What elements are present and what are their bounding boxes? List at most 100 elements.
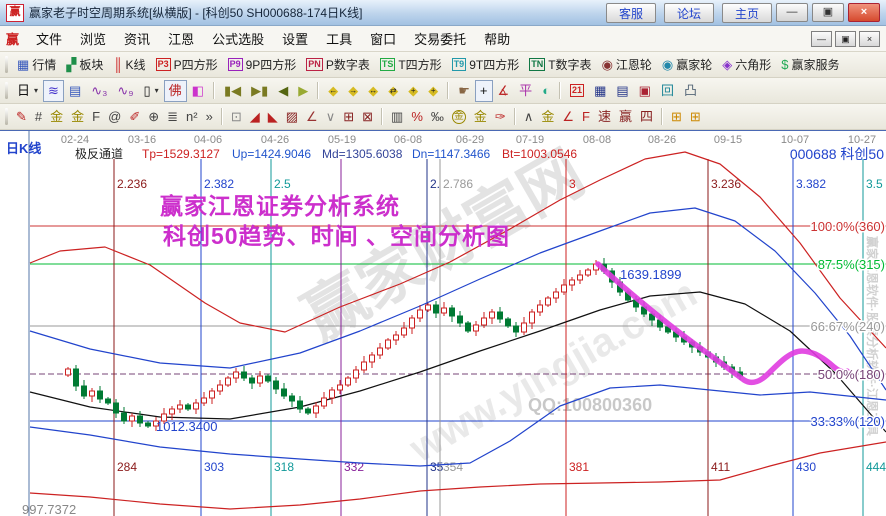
shift-both-icon[interactable]: ◆ ↔ bbox=[363, 80, 383, 102]
cycle-tool-icon[interactable]: ◐ bbox=[537, 80, 555, 102]
draw-spiral[interactable]: @ bbox=[104, 106, 125, 128]
draw-zigzag[interactable]: ∨ bbox=[322, 106, 340, 128]
header-button-2[interactable]: 主页 bbox=[722, 2, 772, 23]
export-icon[interactable]: 回 bbox=[656, 80, 679, 102]
draw-hatch[interactable]: ≣ bbox=[163, 106, 182, 128]
tool-9p-square[interactable]: P9 9P四方形 bbox=[223, 54, 302, 76]
volume-ladder-icon[interactable]: ◧ bbox=[187, 80, 209, 102]
menu-item-交易委托[interactable]: 交易委托 bbox=[414, 32, 467, 47]
tool-sectors[interactable]: ▞ 板块 bbox=[61, 54, 108, 76]
tool-p-square[interactable]: P3 P四方形 bbox=[151, 54, 223, 76]
calendar-icon[interactable]: 21 bbox=[565, 80, 589, 102]
draw-fan-grid[interactable]: ▨ bbox=[282, 106, 302, 128]
draw-pencil[interactable]: ✎ bbox=[12, 106, 31, 128]
gann-master-icon[interactable]: 佛 bbox=[163, 79, 187, 102]
hand-tool-icon[interactable]: ☛ bbox=[453, 80, 475, 102]
draw-gold-grid-2[interactable]: 金 bbox=[67, 106, 88, 128]
draw-a-wave[interactable]: ∧ bbox=[520, 106, 538, 128]
shift-left-icon[interactable]: ◆ ← bbox=[323, 80, 343, 102]
draw-box[interactable]: ⊡ bbox=[227, 106, 246, 128]
draw-gold-circle[interactable]: 金 bbox=[448, 106, 470, 128]
shift-right-icon[interactable]: ◆ → bbox=[343, 80, 363, 102]
tool-hexagon[interactable]: ◈ 六角形 bbox=[717, 54, 776, 76]
menu-item-江恩[interactable]: 江恩 bbox=[168, 32, 195, 47]
toolbar-separator bbox=[317, 82, 320, 99]
draw-percent[interactable]: % bbox=[407, 106, 427, 128]
header-button-0[interactable]: 客服 bbox=[606, 2, 656, 23]
menu-item-资讯[interactable]: 资讯 bbox=[124, 32, 151, 47]
move-all-icon[interactable]: ◆ + bbox=[423, 80, 443, 102]
draw-gold-angle[interactable]: 金 bbox=[537, 106, 558, 128]
draw-permille[interactable]: ‰ bbox=[427, 106, 448, 128]
draw-fibo-lines[interactable]: F bbox=[88, 106, 104, 128]
candle-body bbox=[449, 307, 455, 317]
channel-info-5: Bt=1003.0546 bbox=[502, 147, 577, 161]
minimize-button[interactable]: — bbox=[776, 3, 808, 22]
angle-measure-icon[interactable]: ∡ bbox=[493, 80, 515, 102]
tool-gann-wheel[interactable]: ◉ 江恩轮 bbox=[597, 54, 657, 76]
close-button[interactable]: × bbox=[848, 3, 880, 22]
draw-n2[interactable]: n² bbox=[182, 106, 202, 128]
wave9-icon[interactable]: ∿₉ bbox=[112, 80, 138, 102]
tool-p-table[interactable]: PN P数字表 bbox=[301, 54, 375, 76]
calculator-icon[interactable]: ▦ bbox=[589, 80, 611, 102]
prev-bar-icon[interactable]: ◀ bbox=[273, 80, 293, 102]
draw-gold-grid-1[interactable]: 金 bbox=[46, 106, 67, 128]
print-icon[interactable]: 凸 bbox=[679, 80, 702, 102]
draw-pen2[interactable]: ✑ bbox=[491, 106, 510, 128]
menu-item-帮助[interactable]: 帮助 bbox=[484, 32, 511, 47]
tool-9t-square[interactable]: T9 9T四方形 bbox=[447, 54, 525, 76]
tool-kline[interactable]: ║ K线 bbox=[108, 54, 150, 76]
mdi-close-button[interactable]: × bbox=[859, 30, 880, 47]
period-daily-dropdown[interactable]: 日 ▾ bbox=[12, 80, 43, 102]
draw-more[interactable]: » bbox=[202, 106, 217, 128]
crosshair-tool-icon[interactable]: + bbox=[474, 79, 493, 102]
draw-price-table[interactable]: ▥ bbox=[387, 106, 407, 128]
menu-item-设置[interactable]: 设置 bbox=[282, 32, 309, 47]
last-bar-icon[interactable]: ▶▮ bbox=[246, 80, 273, 102]
compress-icon[interactable]: ◆ ⇄ bbox=[383, 80, 403, 102]
tool-t-table[interactable]: TN T数字表 bbox=[524, 54, 596, 76]
menu-item-文件[interactable]: 文件 bbox=[36, 32, 63, 47]
info-list-icon[interactable]: ▤ bbox=[64, 80, 86, 102]
zigzag-wave-icon[interactable]: ≋ bbox=[43, 79, 64, 102]
draw-f-angle[interactable]: F bbox=[578, 106, 594, 128]
draw-fan-1[interactable]: ◢ bbox=[246, 106, 264, 128]
tool-winner-wheel[interactable]: ◉ 赢家轮 bbox=[657, 54, 717, 76]
memo-icon[interactable]: ▤ bbox=[611, 80, 633, 102]
draw-grid-gold-1[interactable]: ⊞ bbox=[667, 106, 686, 128]
draw-fan-2[interactable]: ◣ bbox=[264, 106, 282, 128]
candle-body bbox=[177, 404, 183, 410]
gann-percent-icon[interactable]: 平 bbox=[514, 80, 537, 102]
draw-grid-a[interactable]: ⊞ bbox=[339, 106, 358, 128]
tool-winner-service[interactable]: $ 赢家服务 bbox=[776, 54, 844, 76]
draw-angle-fan[interactable]: ∠ bbox=[302, 106, 322, 128]
wave3-icon[interactable]: ∿₃ bbox=[86, 80, 112, 102]
draw-j-angle[interactable]: ∠ bbox=[558, 106, 578, 128]
draw-circle-cycle[interactable]: ⊕ bbox=[144, 106, 163, 128]
save-icon[interactable]: ▣ bbox=[634, 80, 656, 102]
expand-icon[interactable]: ◆ + bbox=[403, 80, 423, 102]
header-button-1[interactable]: 论坛 bbox=[664, 2, 714, 23]
draw-speed-angle[interactable]: 速 bbox=[594, 106, 615, 128]
mdi-restore-button[interactable]: ▣ bbox=[835, 30, 856, 47]
first-bar-icon[interactable]: ▮◀ bbox=[219, 80, 246, 102]
chart-area[interactable]: 赢家财富网 www.yingjia.com QQ:100800360 赢家江恩软件·股… bbox=[0, 130, 886, 516]
draw-win-angle[interactable]: 赢 bbox=[615, 106, 636, 128]
next-bar-icon[interactable]: ▶ bbox=[293, 80, 313, 102]
restore-button[interactable]: ▣ bbox=[812, 3, 844, 22]
menu-item-公式选股[interactable]: 公式选股 bbox=[212, 32, 265, 47]
tool-quotes[interactable]: ▦ 行情 bbox=[12, 54, 61, 76]
draw-grid-b[interactable]: ⊠ bbox=[358, 106, 377, 128]
draw-gold-lines[interactable]: 金 bbox=[470, 106, 491, 128]
draw-grid-gold-2[interactable]: ⊞ bbox=[686, 106, 705, 128]
menu-item-窗口[interactable]: 窗口 bbox=[370, 32, 397, 47]
draw-marker[interactable]: ✐ bbox=[125, 106, 144, 128]
tool-t-square[interactable]: TS T四方形 bbox=[375, 54, 447, 76]
mdi-minimize-button[interactable]: — bbox=[811, 30, 832, 47]
menu-item-浏览[interactable]: 浏览 bbox=[80, 32, 107, 47]
menu-item-工具[interactable]: 工具 bbox=[326, 32, 353, 47]
candle-style-dropdown[interactable]: ▯ ▾ bbox=[138, 80, 163, 102]
draw-gann-grid[interactable]: # bbox=[31, 106, 46, 128]
draw-four-angle[interactable]: 四 bbox=[636, 106, 657, 128]
